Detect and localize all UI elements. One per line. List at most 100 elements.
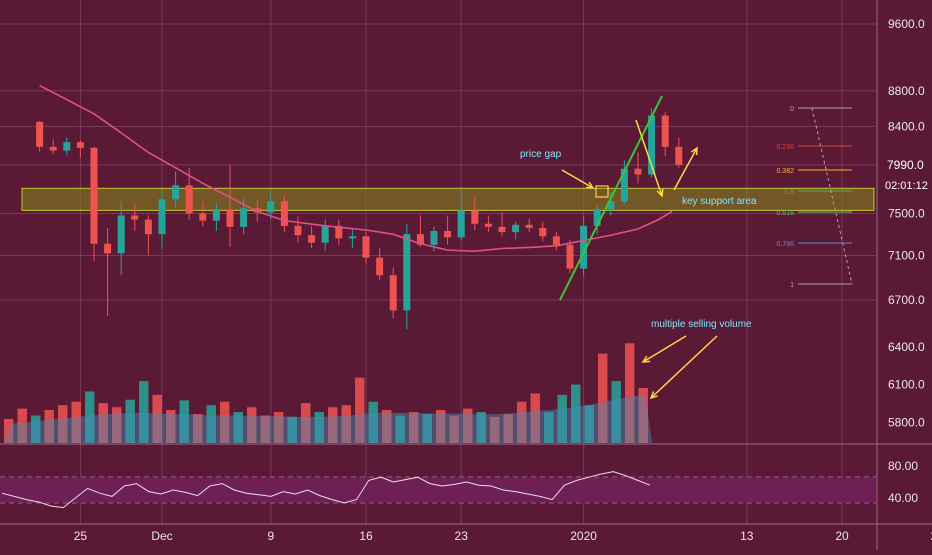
- candle-body: [294, 225, 302, 236]
- fib-level-label: 1: [790, 282, 794, 289]
- volume-bar: [638, 388, 648, 443]
- price-gap-arrow: [561, 169, 594, 189]
- volume-bar: [274, 412, 284, 443]
- selling-volume-arrow-head: [641, 355, 651, 363]
- volume-bar: [287, 416, 297, 443]
- volume-bar: [260, 415, 270, 443]
- volume-bar: [125, 399, 135, 443]
- volume-bar: [409, 412, 419, 443]
- volume-bar: [355, 377, 365, 443]
- fib-level-label: 0.5: [784, 189, 794, 196]
- fib-level-label: 0: [790, 106, 794, 113]
- time-axis-label: 16: [359, 529, 373, 543]
- current-price-value: 7990.0: [887, 158, 924, 172]
- time-axis-label: 13: [740, 529, 754, 543]
- selling-volume-arrow: [642, 335, 687, 363]
- candle-body: [607, 201, 615, 210]
- candle-body: [36, 121, 44, 147]
- candle-body: [267, 201, 275, 213]
- candle-body: [226, 209, 234, 227]
- selling-volume-label: multiple selling volume: [651, 319, 752, 330]
- price-axis[interactable]: 9600.0 8800.0 8400.0 7500.0 7100.0 6700.0 6400…: [888, 17, 925, 505]
- fib-level-label: 0.236: [776, 144, 794, 151]
- time-axis[interactable]: 25 Dec 9 16 23 2020 13 20 27: [74, 529, 932, 543]
- candle-body: [512, 224, 520, 233]
- candle-body: [63, 142, 71, 151]
- candle-body: [580, 225, 588, 269]
- annotations: [559, 95, 718, 400]
- candle-body: [185, 185, 193, 214]
- price-axis-label: 7100.0: [888, 249, 925, 263]
- volume-bar: [193, 414, 203, 443]
- volume-bar: [71, 401, 81, 443]
- key-support-label: key support area: [682, 196, 757, 207]
- volume-bar: [301, 403, 311, 443]
- volume-bars: [4, 343, 648, 443]
- volume-bar: [233, 412, 243, 443]
- volume-bar: [584, 405, 594, 443]
- candle-body: [335, 225, 343, 239]
- candle-body: [362, 236, 370, 258]
- candle-body: [172, 185, 180, 200]
- time-axis-label: 23: [455, 529, 469, 543]
- volume-bar: [17, 408, 27, 443]
- volume-bar: [206, 405, 216, 443]
- candle-body: [321, 225, 329, 243]
- rsi-axis-label: 40.00: [888, 491, 918, 505]
- time-axis-label: 9: [267, 529, 274, 543]
- candle-body: [648, 115, 656, 175]
- price-axis-label: 9600.0: [888, 17, 925, 31]
- uptrend-line: [559, 95, 663, 301]
- time-axis-label: 27: [931, 529, 932, 543]
- volume-bar: [314, 412, 324, 443]
- price-axis-label: 6100.0: [888, 378, 925, 392]
- candle-body: [212, 209, 220, 221]
- volume-bar: [341, 405, 351, 443]
- volume-bar: [530, 393, 540, 443]
- down-arrow-head: [656, 188, 664, 198]
- candle-body: [498, 226, 506, 233]
- candle-body: [539, 227, 547, 237]
- candle-body: [416, 234, 424, 245]
- volume-bar: [517, 401, 527, 443]
- candle-body: [525, 224, 533, 228]
- candle-body: [158, 199, 166, 235]
- volume-bar: [31, 415, 41, 443]
- candle-body: [199, 213, 207, 221]
- current-price-tag: [882, 154, 932, 194]
- volume-bar: [152, 394, 162, 443]
- fib-level-label: 0.618: [776, 210, 794, 217]
- candlesticks: [36, 108, 683, 330]
- fib-diagonal: [811, 107, 853, 285]
- up-arrow: [673, 147, 698, 191]
- fib-retracement: 0 0.236 0.382 0.5 0.618 0.786 1: [776, 106, 853, 289]
- price-axis-label: 8800.0: [888, 84, 925, 98]
- candle-body: [348, 236, 356, 239]
- volume-bar: [557, 394, 567, 443]
- candle-body: [131, 215, 139, 220]
- volume-bar: [85, 391, 95, 443]
- volume-bar: [139, 381, 149, 443]
- volume-bar: [247, 407, 257, 443]
- fib-level-label: 0.786: [776, 241, 794, 248]
- volume-bar: [44, 410, 54, 443]
- time-axis-label: 2020: [570, 529, 597, 543]
- volume-bar: [463, 408, 473, 443]
- rsi-axis-label: 80.00: [888, 459, 918, 473]
- volume-bar: [436, 410, 446, 443]
- volume-bar: [476, 412, 486, 443]
- moving-average-line: [39, 84, 673, 252]
- candle-body: [280, 201, 288, 226]
- candle-body: [566, 244, 574, 269]
- price-axis-label: 5800.0: [888, 415, 925, 429]
- rsi-line: [1, 471, 651, 509]
- volume-bar: [220, 401, 230, 443]
- volume-bar: [544, 412, 554, 443]
- volume-bar: [571, 384, 581, 443]
- price-axis-label: 6400.0: [888, 340, 925, 354]
- candle-body: [376, 257, 384, 276]
- selling-volume-arrow-head: [649, 391, 658, 400]
- candle-body: [484, 223, 492, 227]
